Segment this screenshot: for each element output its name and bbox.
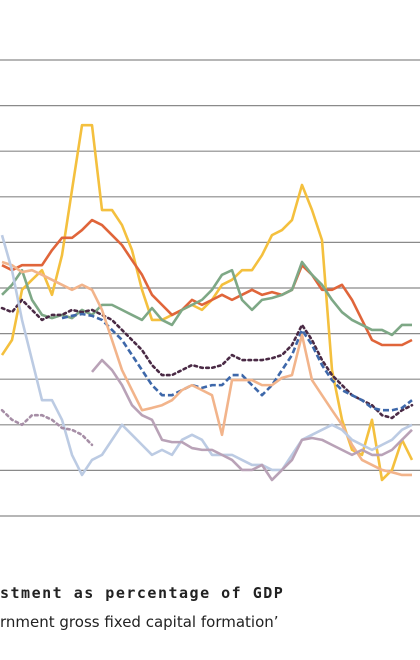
series-line xyxy=(1,260,412,337)
series-line xyxy=(1,218,413,347)
series-line xyxy=(0,408,94,447)
chart-subtitle: rnment gross fixed capital formation’ xyxy=(0,613,279,631)
series-line xyxy=(0,298,414,420)
series-line xyxy=(1,260,412,477)
series-line xyxy=(0,123,414,482)
series-line xyxy=(61,312,413,412)
series-line xyxy=(91,358,413,482)
series-line xyxy=(0,234,413,477)
chart-title: stment as percentage of GDP xyxy=(0,584,284,602)
